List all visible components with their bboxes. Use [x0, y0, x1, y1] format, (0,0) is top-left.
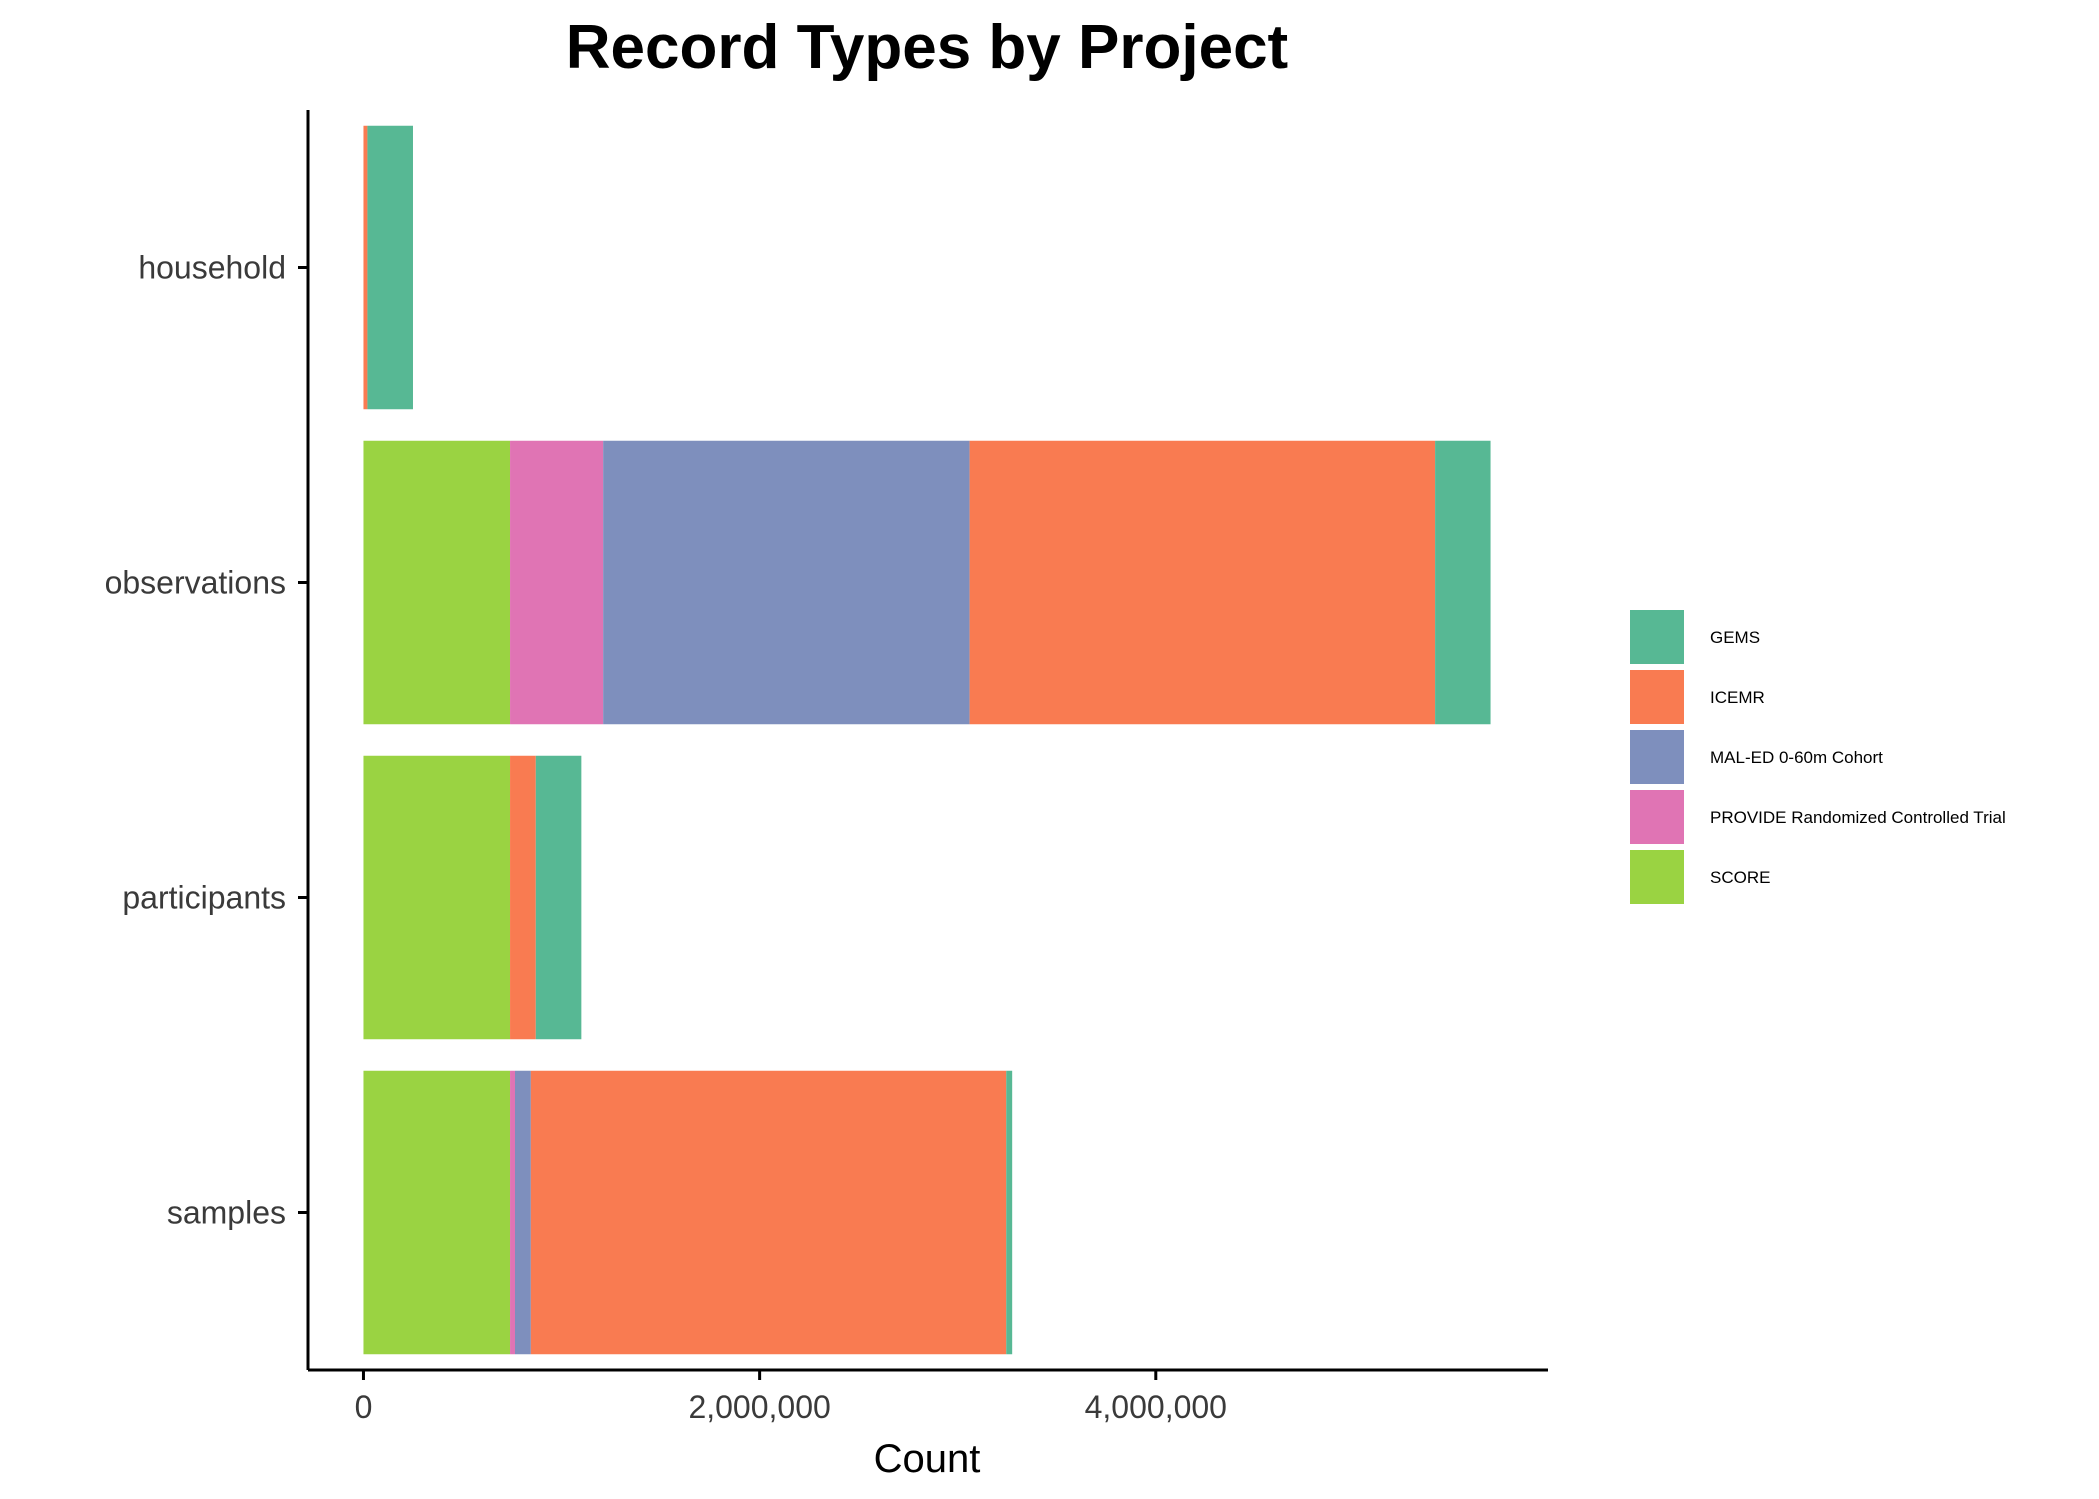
bar-observations-gems [1435, 440, 1491, 725]
legend-key-score [1630, 850, 1684, 904]
legend-label-provide-randomized-controlled-trial: PROVIDE Randomized Controlled Trial [1710, 808, 2006, 827]
x-tick-label-0: 0 [355, 1389, 373, 1425]
bar-observations-mal-ed-0-60m-cohort [603, 440, 970, 725]
bar-household-icemr [363, 125, 368, 410]
x-tick-label-2000000: 2,000,000 [688, 1389, 830, 1425]
x-axis-title: Count [874, 1437, 981, 1481]
bar-samples-gems [1006, 1070, 1013, 1355]
legend-key-gems [1630, 610, 1684, 664]
legend-key-provide-randomized-controlled-trial [1630, 790, 1684, 844]
legend-label-score: SCORE [1710, 868, 1770, 887]
bar-participants-icemr [510, 755, 536, 1040]
legend-label-gems: GEMS [1710, 628, 1760, 647]
y-tick-label-participants: participants [122, 880, 286, 916]
bar-samples-mal-ed-0-60m-cohort [514, 1070, 531, 1355]
chart-title: Record Types by Project [566, 13, 1288, 82]
y-tick-label-observations: observations [105, 565, 286, 601]
legend-label-mal-ed-0-60m-cohort: MAL-ED 0-60m Cohort [1710, 748, 1883, 767]
bar-observations-icemr [969, 440, 1436, 725]
bar-samples-icemr [530, 1070, 1007, 1355]
x-tick-label-4000000: 4,000,000 [1085, 1389, 1227, 1425]
y-tick-label-samples: samples [167, 1195, 286, 1231]
bar-samples-score [363, 1070, 511, 1355]
y-tick-label-household: household [138, 250, 286, 286]
legend: GEMS ICEMR MAL-ED 0-60m Cohort PROVIDE Rand… [1630, 610, 2006, 904]
bar-observations-provide-randomized-controlled-trial [510, 440, 604, 725]
bar-samples-provide-randomized-controlled-trial [510, 1070, 515, 1355]
bar-household-gems [367, 125, 413, 410]
bar-participants-gems [535, 755, 582, 1040]
bar-observations-score [363, 440, 511, 725]
plot-area: samples participants observations household… [105, 110, 1548, 1425]
legend-key-mal-ed-0-60m-cohort [1630, 730, 1684, 784]
legend-key-icemr [1630, 670, 1684, 724]
legend-label-icemr: ICEMR [1710, 688, 1765, 707]
bar-participants-score [363, 755, 511, 1040]
